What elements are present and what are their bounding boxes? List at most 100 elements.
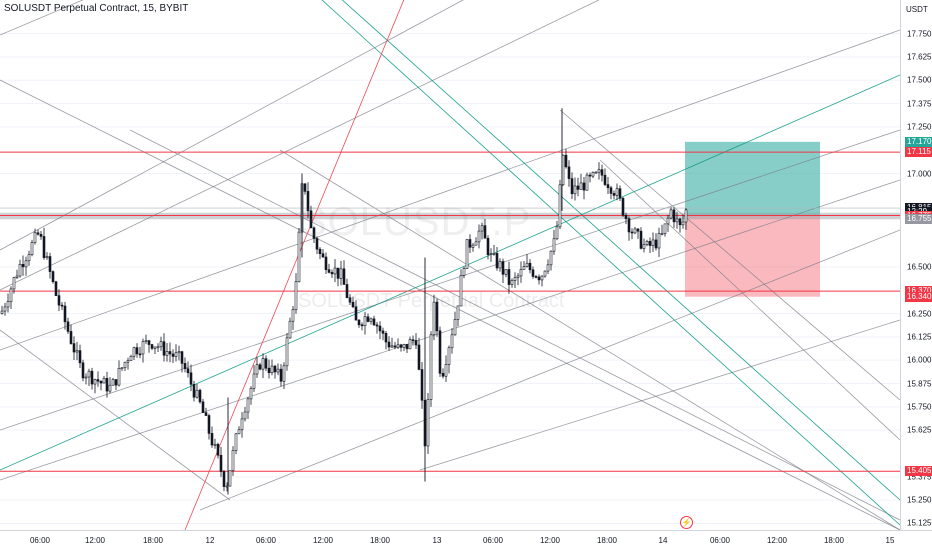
candle	[21, 255, 25, 276]
price-chart[interactable]	[0, 0, 900, 530]
price-tick: 17.750	[907, 29, 932, 39]
price-tag-level-mid: 16.370	[905, 286, 932, 297]
candle	[618, 185, 622, 201]
candle	[72, 336, 76, 361]
candle	[177, 345, 181, 361]
candle	[396, 338, 400, 350]
candle	[150, 343, 154, 351]
candle	[684, 208, 688, 230]
candles	[0, 108, 688, 495]
candle	[183, 357, 187, 373]
candle	[606, 176, 610, 194]
candle	[84, 373, 88, 385]
time-axis[interactable]	[0, 530, 932, 550]
time-tick: 06:00	[255, 536, 277, 545]
candle	[531, 266, 535, 279]
candle	[324, 252, 328, 274]
candle	[495, 247, 499, 271]
candle	[600, 164, 604, 182]
candle	[669, 207, 673, 220]
candle	[318, 247, 322, 260]
price-tag-level-low: 15.405	[905, 466, 932, 477]
candle	[267, 359, 271, 379]
candle	[663, 223, 667, 237]
time-tick: 06:00	[482, 536, 504, 545]
price-tick: 15.875	[907, 379, 932, 388]
candle	[219, 446, 223, 477]
candle	[33, 228, 37, 245]
price-tick: 16.500	[907, 262, 932, 272]
candle	[99, 380, 103, 391]
candle	[282, 362, 286, 390]
candle	[156, 343, 160, 352]
candle	[405, 344, 409, 354]
time-tick: 13	[432, 536, 442, 545]
candle	[444, 355, 448, 383]
candle	[486, 235, 490, 260]
candle	[309, 205, 313, 229]
candle	[351, 296, 355, 309]
price-tick: 15.750	[907, 402, 932, 412]
candle	[543, 270, 547, 278]
candle	[540, 275, 544, 287]
price-tag-level-high: 17.115	[905, 147, 932, 158]
candle	[279, 363, 283, 387]
candle	[672, 207, 676, 228]
candle	[180, 350, 184, 373]
candle	[36, 229, 40, 236]
candle	[468, 234, 472, 254]
candle	[381, 327, 385, 341]
time-tick: 06:00	[709, 536, 731, 545]
gray-channel-line	[0, 79, 900, 530]
price-tick: 15.125	[907, 518, 932, 528]
candle	[471, 242, 475, 252]
candle	[306, 182, 310, 219]
candle	[588, 172, 592, 183]
candle	[366, 313, 370, 323]
price-tick: 17.375	[907, 99, 932, 109]
price-tag-zone: 16.755	[905, 214, 932, 225]
candle	[207, 413, 211, 440]
candle	[660, 224, 664, 236]
candle	[270, 359, 274, 376]
candle	[408, 336, 412, 350]
price-tick: 15.625	[907, 425, 932, 435]
candle	[213, 438, 217, 449]
lightning-icon[interactable]: ⚡	[680, 516, 693, 529]
candle	[648, 237, 652, 254]
candle	[624, 212, 628, 225]
candle	[342, 260, 346, 285]
candle	[12, 276, 16, 294]
candle	[477, 224, 481, 249]
candle	[375, 321, 379, 334]
price-tick: 16.125	[907, 332, 932, 342]
time-tick: 18:00	[823, 536, 845, 545]
candle	[327, 263, 331, 274]
candle	[222, 469, 226, 492]
candle	[573, 177, 577, 201]
candle	[498, 258, 502, 272]
candle	[579, 173, 583, 190]
candle	[666, 214, 670, 232]
gray-channel-line	[419, 319, 900, 471]
candle	[240, 412, 244, 438]
candle	[603, 168, 607, 187]
candle	[135, 343, 139, 358]
candle	[483, 219, 487, 239]
candle	[522, 261, 526, 270]
candle	[126, 357, 130, 370]
candle	[141, 338, 145, 363]
price-tick: 17.250	[907, 122, 932, 132]
price-scale[interactable]	[900, 0, 932, 530]
symbol-legend[interactable]: SOLUSDT Perpetual Contract, 15, BYBIT	[4, 3, 189, 14]
candle	[246, 396, 250, 419]
candle	[165, 343, 169, 362]
time-tick: 12:00	[312, 536, 334, 545]
candle	[432, 294, 436, 341]
candle	[411, 335, 415, 346]
candle	[186, 361, 190, 378]
candle	[315, 236, 319, 255]
candle	[345, 278, 349, 299]
candle	[474, 237, 478, 246]
